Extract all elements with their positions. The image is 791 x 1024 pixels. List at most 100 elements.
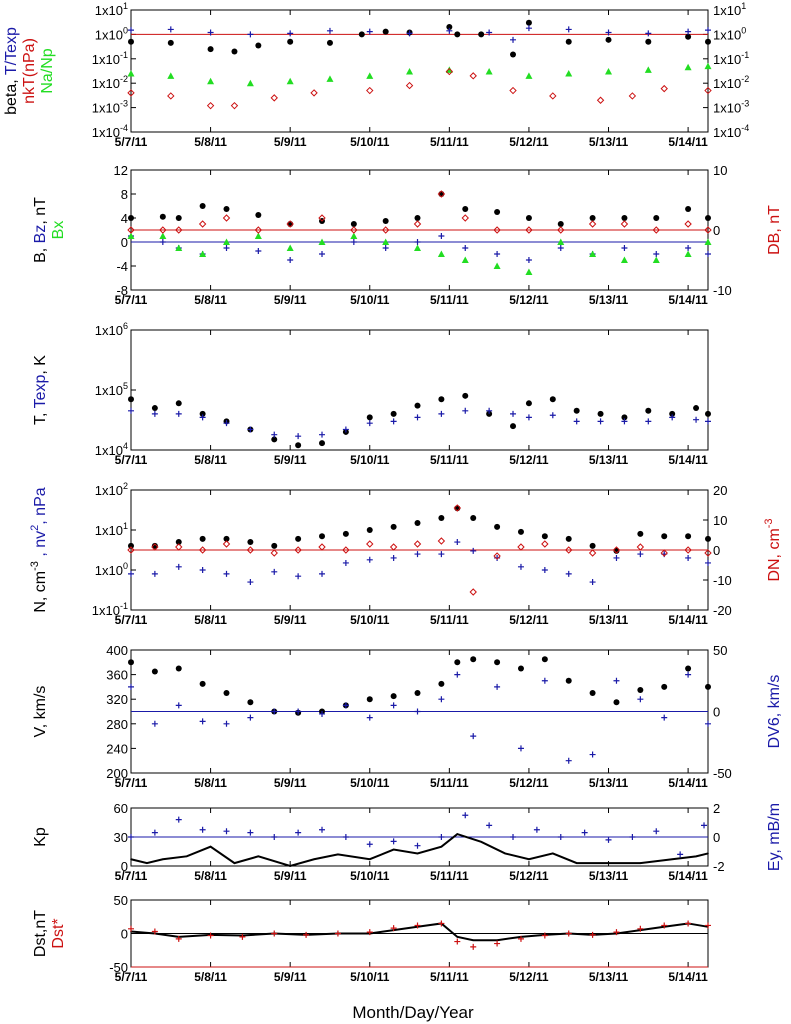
data-point [318, 214, 326, 222]
data-point [271, 930, 278, 937]
data-point [494, 659, 501, 666]
data-point [605, 36, 612, 43]
data-point [159, 239, 166, 245]
data-point [685, 533, 692, 540]
data-point [175, 539, 182, 546]
data-point [342, 559, 349, 566]
data-point [162, 858, 164, 861]
data-point [565, 757, 572, 764]
data-point [684, 220, 692, 228]
data-point [127, 69, 135, 77]
data-point [127, 226, 135, 234]
data-point [413, 220, 422, 228]
y-axis-label: beta, T/Texp [3, 27, 20, 115]
y-tick-label: 1x100 [713, 25, 746, 42]
data-point [613, 677, 620, 684]
y-axis-label-right: DV6, km/s [766, 675, 783, 749]
data-point [255, 212, 262, 218]
data-point [128, 834, 134, 840]
data-point [597, 410, 604, 417]
panel-1: 5/7/11 5/8/11 5/9/11 5/10/11 5/11/11 5/12/11 5… [3, 1, 749, 149]
date-label: 5/8/11 [194, 453, 227, 467]
data-point [493, 552, 501, 560]
data-point [705, 251, 711, 257]
y-tick-label: 1x10-2 [713, 74, 749, 91]
data-point [366, 714, 373, 721]
data-point [494, 940, 501, 947]
data-point [469, 588, 477, 596]
date-label: 5/12/11 [509, 776, 549, 790]
y-tick-label: 0 [121, 927, 128, 942]
data-point [671, 858, 673, 861]
y-tick-label: 1x106 [95, 321, 128, 338]
date-label: 5/12/11 [509, 869, 549, 883]
data-point [605, 29, 612, 36]
data-point [271, 431, 278, 438]
data-point [319, 431, 326, 438]
data-point [596, 96, 605, 104]
data-point [319, 710, 326, 717]
data-point [319, 533, 326, 540]
data-point [289, 865, 291, 867]
series-4 [127, 190, 712, 234]
data-point [326, 27, 333, 34]
data-point [684, 250, 692, 257]
y-tick-label: 20 [713, 483, 727, 498]
data-point [185, 855, 188, 858]
data-point [607, 862, 610, 864]
series-3 [127, 62, 712, 87]
data-point [445, 67, 454, 76]
date-label: 5/8/11 [194, 293, 227, 307]
data-point [319, 826, 326, 833]
panel-5: 5/7/11 5/8/11 5/9/11 5/10/11 5/11/11 5/12/11 5… [32, 643, 783, 790]
data-point [350, 232, 358, 239]
date-label: 5/13/11 [589, 613, 629, 627]
date-label: 5/9/11 [274, 293, 307, 307]
data-point [271, 568, 278, 575]
data-point [705, 38, 711, 45]
data-point [366, 841, 373, 848]
data-point [390, 925, 397, 932]
data-point [390, 838, 397, 845]
data-point [207, 29, 214, 36]
data-point [246, 546, 255, 554]
y-tick-label: 1x100 [95, 561, 128, 578]
data-point [589, 579, 596, 586]
data-point [303, 931, 310, 938]
data-point [661, 533, 668, 540]
y-tick-label: 12 [114, 163, 128, 178]
data-point [525, 414, 532, 421]
date-label: 5/10/11 [350, 613, 390, 627]
data-point [494, 554, 501, 561]
data-point [175, 410, 182, 417]
data-point [637, 696, 644, 703]
data-point [628, 92, 637, 100]
data-point [461, 256, 469, 263]
data-point [704, 238, 712, 245]
panel-2: 5/7/11 5/8/11 5/9/11 5/10/11 5/11/11 5/12/11 5… [32, 163, 783, 307]
y-tick-label: 0 [713, 705, 720, 720]
data-point [382, 238, 390, 245]
data-point [589, 542, 596, 549]
data-point [557, 238, 565, 245]
data-point [661, 714, 668, 721]
y-tick-label: 1x10-1 [92, 50, 128, 67]
data-point [223, 420, 230, 427]
date-label: 5/14/11 [668, 135, 708, 149]
data-point [504, 852, 506, 855]
data-point [517, 745, 524, 752]
data-point [695, 855, 697, 858]
data-point [565, 69, 573, 77]
data-point [456, 833, 459, 835]
data-point [462, 392, 469, 399]
data-point [454, 938, 461, 945]
data-point [462, 206, 469, 212]
date-label: 5/9/11 [274, 776, 307, 790]
data-point [528, 858, 530, 861]
data-point [414, 244, 422, 251]
y-tick-label: 1x102 [95, 481, 128, 498]
data-point [366, 527, 373, 533]
date-label: 5/13/11 [589, 293, 629, 307]
x-axis-title: Month/Day/Year [352, 1003, 474, 1022]
data-point [167, 39, 174, 46]
